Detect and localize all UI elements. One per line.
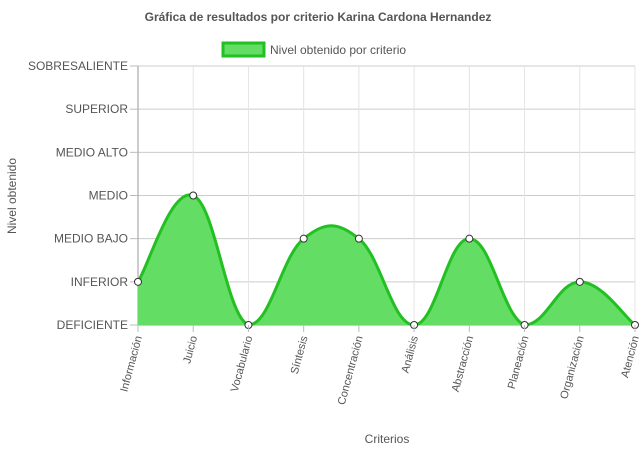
data-point xyxy=(189,191,198,200)
data-point xyxy=(354,234,363,243)
data-point xyxy=(575,277,584,286)
x-tick-label: Organización xyxy=(558,335,586,401)
x-tick-label: Juicio xyxy=(181,335,200,365)
x-tick-label: Vocabulario xyxy=(229,335,255,394)
x-tick-label: Abstracción xyxy=(450,335,476,394)
data-point xyxy=(134,277,142,286)
x-tick-label: Información xyxy=(118,335,144,394)
y-tick-label: INFERIOR xyxy=(71,275,129,289)
x-tick-label: Análisis xyxy=(400,334,422,374)
x-axis-ticks: Información Juicio Vocabulario Síntesis Conc… xyxy=(118,325,639,406)
x-tick-label: Planeación xyxy=(506,335,532,391)
series-area xyxy=(134,191,639,329)
y-axis-ticks: DEFICIENTE INFERIOR MEDIO BAJO MEDIO MEDIO A… xyxy=(28,59,138,332)
series-line xyxy=(136,193,636,327)
y-tick-label: MEDIO xyxy=(89,189,128,203)
y-tick-label: SOBRESALIENTE xyxy=(28,59,128,73)
legend-swatch xyxy=(221,41,266,58)
y-tick-label: MEDIO BAJO xyxy=(54,232,128,246)
legend-label: Nivel obtenido por criterio xyxy=(270,43,406,57)
x-tick-label: Concentración xyxy=(336,335,366,407)
y-tick-label: DEFICIENTE xyxy=(57,318,128,332)
y-axis-title: Nivel obtenido xyxy=(5,158,19,234)
y-tick-label: SUPERIOR xyxy=(65,102,128,116)
legend[interactable]: Nivel obtenido por criterio xyxy=(221,41,406,58)
series-area-fill xyxy=(138,194,635,325)
chart-title: Gráfica de resultados por criterio Karin… xyxy=(145,10,492,24)
y-tick-label: MEDIO ALTO xyxy=(56,145,128,159)
x-tick-label: Síntesis xyxy=(289,334,311,375)
data-point xyxy=(465,234,474,243)
x-axis-title: Criterios xyxy=(365,432,410,446)
x-tick-label: Atención xyxy=(619,335,639,379)
data-point xyxy=(299,234,308,243)
